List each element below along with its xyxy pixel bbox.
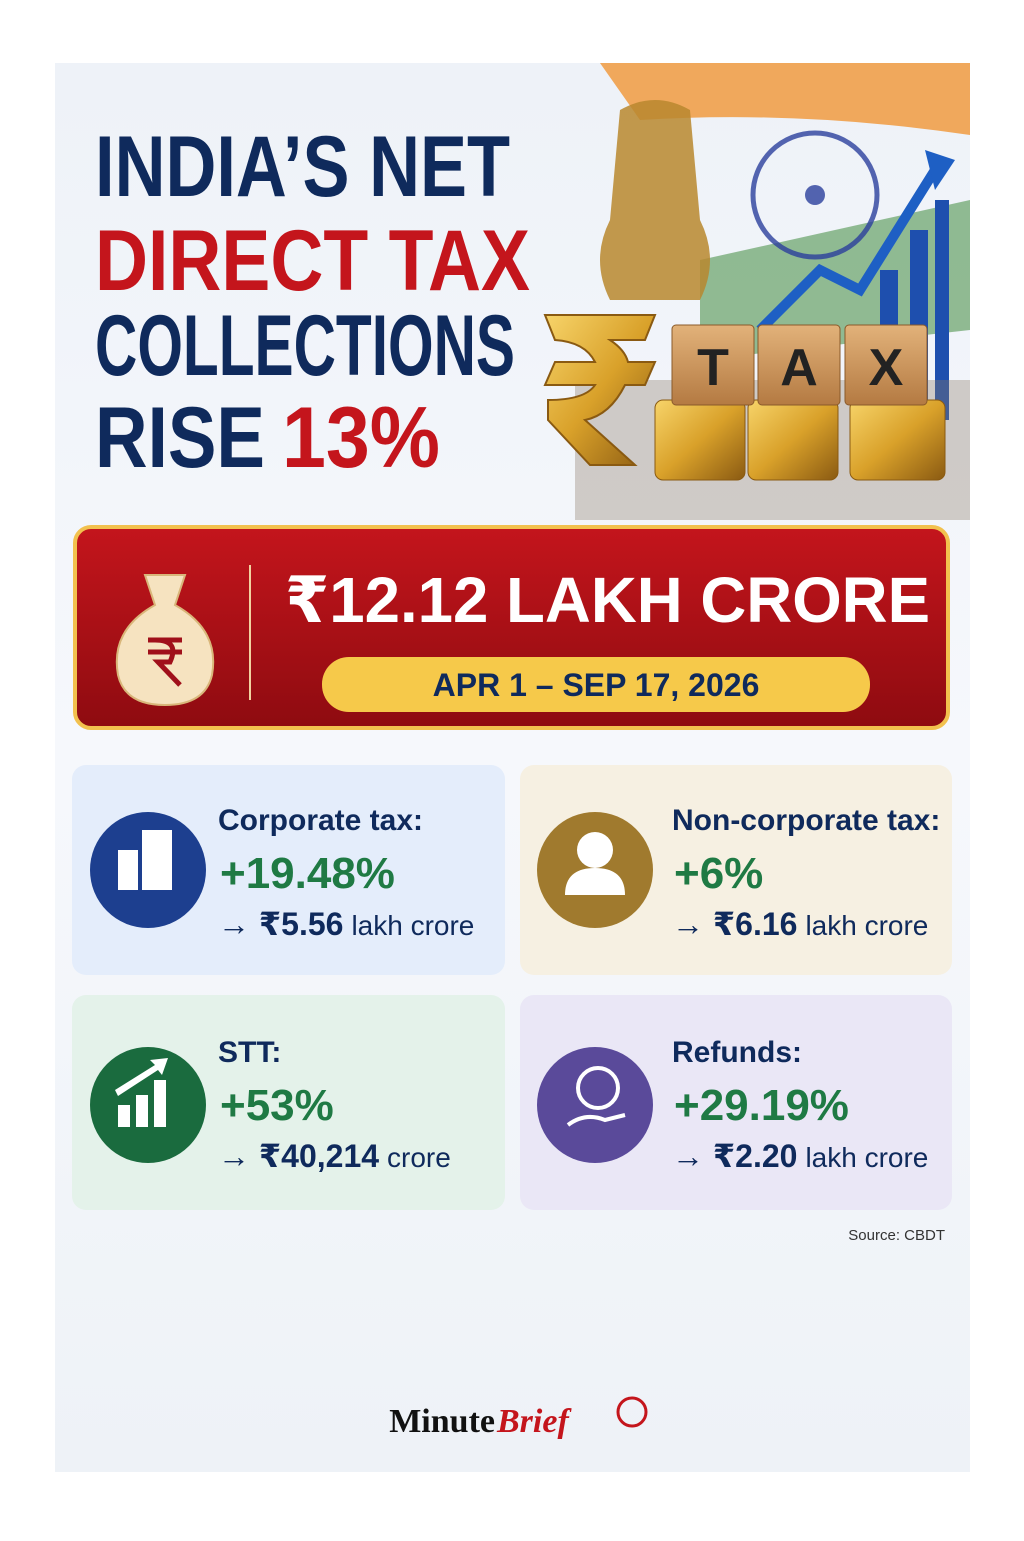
growth-glyph	[115, 1058, 168, 1127]
card-label: STT:	[218, 1036, 281, 1069]
card-label: Corporate tax:	[218, 804, 423, 837]
card-unit: crore	[387, 1142, 451, 1173]
brand-part: Brief	[496, 1403, 572, 1440]
card-amount: → ₹5.56	[218, 906, 343, 942]
period-pill	[322, 657, 870, 712]
card-label: Non-corporate tax:	[672, 804, 940, 837]
brand-part: Minute	[389, 1403, 495, 1440]
building-glyph	[118, 830, 172, 890]
person-glyph	[565, 832, 625, 895]
card-change: +19.48%	[220, 849, 395, 898]
cards	[72, 765, 952, 1210]
block-letter: T	[697, 339, 729, 397]
card-change: +29.19%	[674, 1081, 849, 1130]
title-line: COLLECTIONS	[95, 298, 515, 394]
title-line: INDIA’S NET	[95, 119, 510, 215]
block-letter: X	[869, 339, 904, 397]
card-change: +53%	[220, 1081, 334, 1130]
source: Source: CBDT	[848, 1227, 945, 1244]
card	[520, 995, 952, 1210]
card-change: +6%	[674, 849, 763, 898]
card-unit: lakh crore	[805, 1142, 928, 1173]
card-unit: lakh crore	[351, 910, 474, 941]
illustration: T A X	[543, 63, 970, 520]
card-amount: → ₹40,214	[218, 1138, 379, 1174]
card-label: Refunds:	[672, 1036, 802, 1069]
period: APR 1 – SEP 17, 2026	[433, 667, 760, 703]
card	[520, 765, 952, 975]
icon-refund	[537, 1047, 653, 1163]
total-amount: ₹12.12 LAKH CRORE	[285, 564, 930, 636]
block-letter: A	[780, 339, 818, 397]
card-unit: lakh crore	[805, 910, 928, 941]
card-amount: → ₹6.16	[672, 906, 797, 942]
money-bag-icon	[115, 574, 215, 707]
refund-glyph	[566, 1066, 626, 1127]
card	[72, 765, 505, 975]
card	[72, 995, 505, 1210]
title-line: RISE	[95, 390, 265, 486]
title-highlight: 13%	[282, 390, 440, 486]
card-amount: → ₹2.20	[672, 1138, 797, 1174]
brand-clock	[616, 1396, 648, 1428]
title-line: DIRECT TAX	[95, 213, 530, 309]
